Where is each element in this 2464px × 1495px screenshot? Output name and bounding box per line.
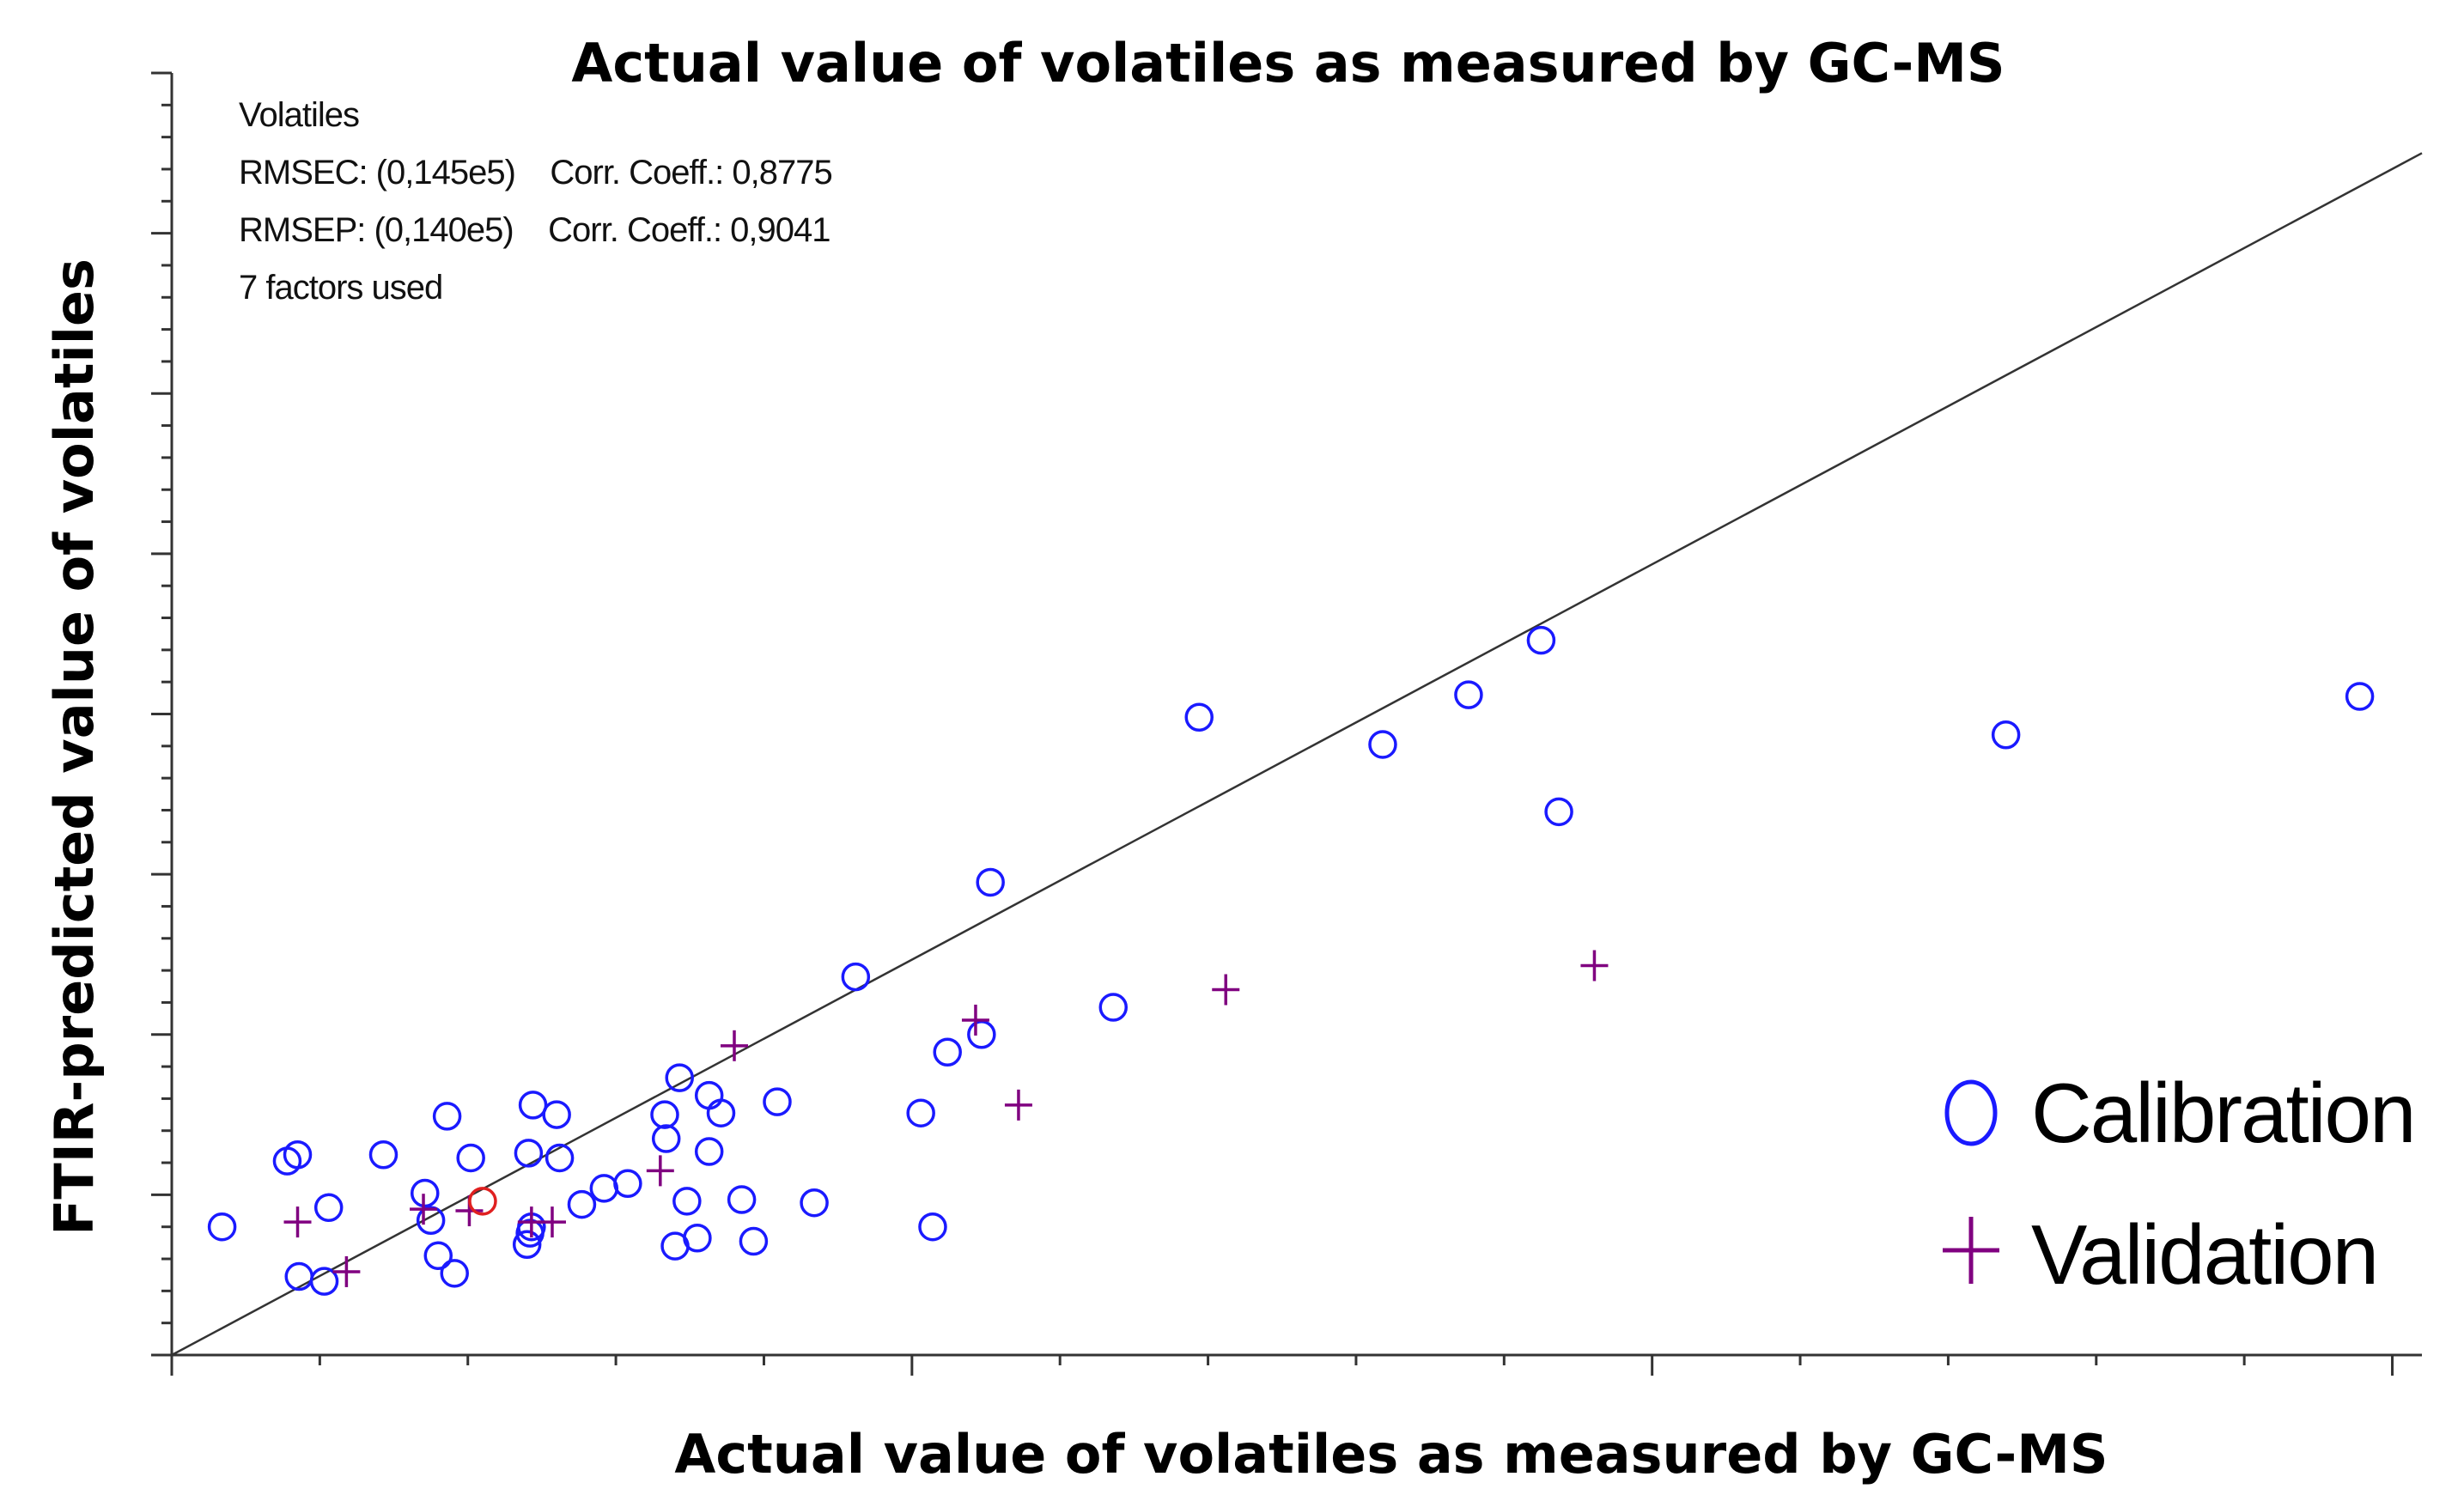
calibration-point (841, 962, 871, 992)
calibration-point (683, 1224, 712, 1253)
calibration-point (800, 1188, 829, 1218)
calibration-point (665, 1063, 694, 1092)
stats-line-2: RMSEC: (0,145e5) Corr. Coeff.: 0,8775 (239, 154, 832, 191)
highlighted-point (468, 1187, 497, 1216)
calibration-point (512, 1230, 542, 1259)
calibration-point (763, 1087, 792, 1116)
legend-calibration-label: Calibration (2031, 1066, 2414, 1160)
axes (170, 73, 2422, 1357)
calibration-point (976, 867, 1005, 897)
calibration-point (672, 1187, 702, 1216)
data-markers (207, 625, 2375, 1296)
validation-point (721, 1030, 748, 1061)
chart-title: Actual value of volatiles as measured by… (571, 32, 2005, 94)
validation-point (1004, 1089, 1032, 1121)
validation-point (1580, 950, 1609, 981)
stats-box: Volatiles RMSEC: (0,145e5) Corr. Coeff.:… (239, 96, 833, 307)
calibration-point (440, 1259, 469, 1288)
calibration-point (906, 1098, 935, 1127)
calibration-point (567, 1189, 597, 1219)
legend-validation-marker (1943, 1217, 1999, 1284)
validation-point (538, 1206, 566, 1238)
calibration-point (284, 1261, 313, 1291)
stats-line-1: Volatiles (239, 96, 359, 134)
calibration-point (933, 1037, 962, 1067)
stats-line-3: RMSEP: (0,140e5) Corr. Coeff.: 0,9041 (239, 211, 830, 249)
calibration-point (694, 1137, 724, 1166)
calibration-point (694, 1080, 724, 1110)
calibration-point (1544, 797, 1573, 827)
axis-ticks (151, 71, 2394, 1376)
calibration-point (589, 1174, 619, 1203)
calibration-point (1454, 680, 1483, 709)
calibration-point (423, 1241, 453, 1271)
legend-validation-label: Validation (2031, 1207, 2377, 1302)
calibration-point (518, 1091, 548, 1120)
calibration-point (416, 1206, 446, 1235)
calibration-point (1184, 702, 1214, 732)
calibration-point (313, 1193, 344, 1223)
calibration-point (368, 1139, 398, 1170)
legend: Calibration Validation (1943, 1066, 2416, 1302)
calibration-point (706, 1098, 736, 1127)
calibration-point (514, 1139, 544, 1168)
validation-point (1212, 974, 1240, 1006)
stats-line-4: 7 factors used (239, 269, 442, 307)
calibration-point (309, 1267, 339, 1296)
legend-calibration-marker (1944, 1079, 1998, 1146)
calibration-point (1526, 625, 1556, 655)
calibration-point (1368, 730, 1397, 759)
calibration-point (542, 1100, 571, 1129)
validation-point (283, 1206, 312, 1238)
calibration-point (727, 1185, 757, 1214)
calibration-point (650, 1100, 679, 1129)
calibration-point (2345, 682, 2375, 711)
calibration-point (456, 1143, 485, 1173)
calibration-point (283, 1139, 313, 1170)
validation-point (961, 1004, 989, 1036)
calibration-point (1991, 720, 2021, 750)
calibration-point (967, 1020, 996, 1049)
calibration-point (545, 1143, 575, 1173)
validation-point (332, 1255, 361, 1287)
calibration-point (1098, 993, 1129, 1022)
calibration-point (432, 1102, 462, 1131)
identity-line (171, 152, 2423, 1357)
calibration-point (613, 1169, 642, 1199)
calibration-point (651, 1124, 681, 1153)
validation-point (410, 1194, 438, 1225)
calibration-point (739, 1226, 769, 1256)
x-axis-label: Actual value of volatiles as measured by… (674, 1423, 2108, 1486)
y-axis-label: FTIR-predicted value of volatiles (43, 258, 106, 1236)
validation-point (646, 1155, 674, 1187)
calibration-point (918, 1212, 947, 1242)
calibration-point (207, 1212, 237, 1242)
